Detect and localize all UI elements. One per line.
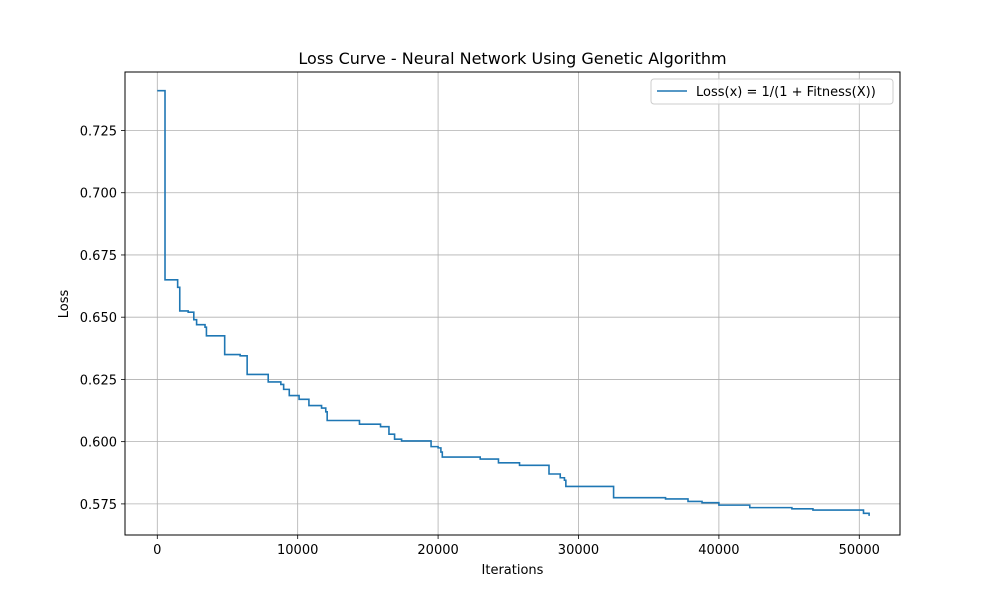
- y-tick-label: 0.650: [80, 311, 117, 326]
- y-tick-label: 0.725: [80, 124, 117, 139]
- series-layer: [157, 89, 870, 516]
- y-axis: 0.575 0.600 0.625 0.650 0.675 0.700 0.725: [80, 124, 125, 513]
- x-tick-label: 50000: [839, 543, 880, 558]
- x-tick-label: 40000: [698, 543, 739, 558]
- x-tick-label: 20000: [417, 543, 458, 558]
- x-tick-label: 10000: [277, 543, 318, 558]
- y-tick-label: 0.675: [80, 249, 117, 264]
- legend: Loss(x) = 1/(1 + Fitness(X)): [650, 78, 894, 105]
- legend-label: Loss(x) = 1/(1 + Fitness(X)): [696, 85, 876, 100]
- plot-frame: [124, 71, 901, 536]
- y-tick-label: 0.575: [80, 498, 117, 513]
- y-axis-title: Loss: [57, 290, 72, 319]
- grid-layer: [125, 72, 900, 535]
- chart-title: Loss Curve - Neural Network Using Geneti…: [298, 49, 726, 68]
- loss-series-line: [157, 89, 870, 516]
- x-axis: 0 10000 20000 30000 40000 50000: [153, 535, 880, 558]
- legend-box: [650, 78, 894, 105]
- y-tick-label: 0.700: [80, 187, 117, 202]
- x-tick-label: 0: [153, 543, 161, 558]
- x-axis-title: Iterations: [482, 563, 544, 578]
- y-tick-label: 0.600: [80, 436, 117, 451]
- y-tick-label: 0.625: [80, 373, 117, 388]
- x-tick-label: 30000: [558, 543, 599, 558]
